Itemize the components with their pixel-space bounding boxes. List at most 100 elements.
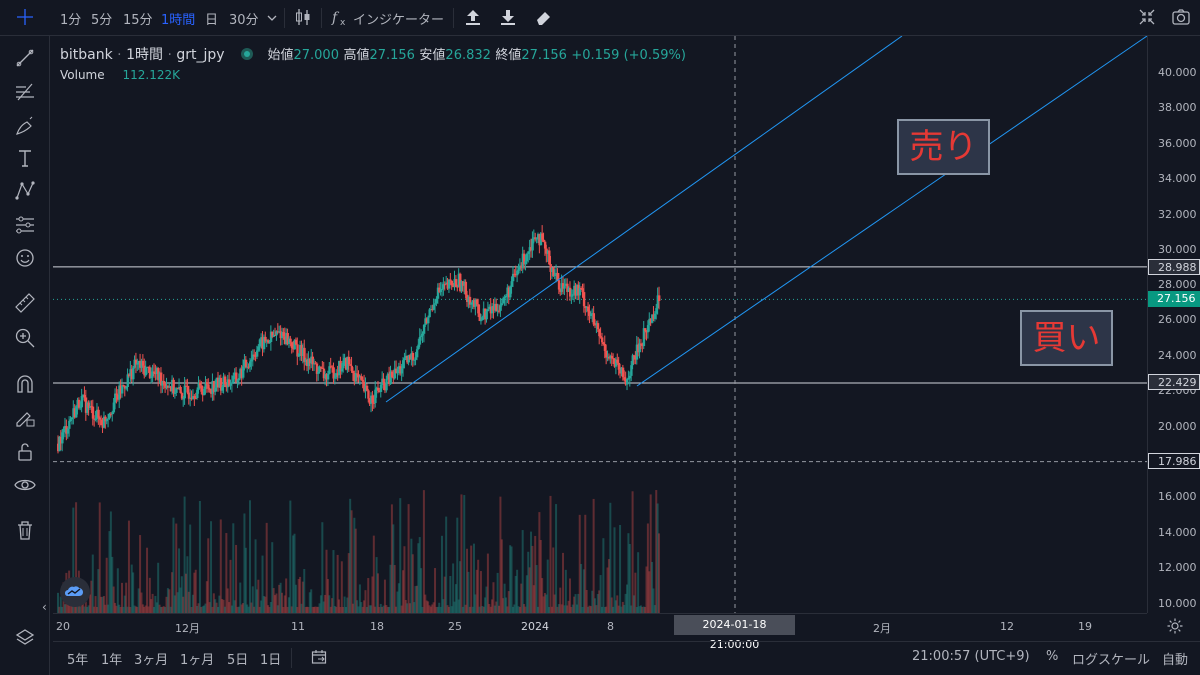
candle-body	[459, 273, 462, 291]
emoji-icon[interactable]	[13, 246, 37, 270]
volume-bar	[353, 517, 356, 613]
interval-1d[interactable]: 日	[205, 13, 219, 28]
upper-level-tag[interactable]: 28.988	[1148, 259, 1200, 275]
left-scroll-arrow[interactable]: ‹	[42, 600, 47, 614]
volume-bar	[517, 606, 520, 613]
candle-body	[518, 265, 522, 270]
eye-icon[interactable]	[13, 473, 37, 497]
ruler-icon[interactable]	[13, 291, 37, 315]
candle-body	[653, 313, 657, 319]
interval-15m[interactable]: 15分	[123, 13, 153, 28]
volume-bar	[190, 606, 193, 613]
percent-toggle[interactable]: %	[1046, 649, 1059, 664]
settings-gear-icon[interactable]	[1166, 617, 1184, 635]
range-5d[interactable]: 5日	[227, 653, 249, 668]
pattern-icon[interactable]	[13, 179, 37, 203]
brush-icon[interactable]	[13, 114, 37, 138]
candle-body	[161, 380, 164, 386]
zoom-icon[interactable]	[13, 326, 37, 350]
clock-timezone[interactable]: 21:00:57 (UTC+9)	[912, 649, 1030, 664]
range-1m[interactable]: 1ヶ月	[180, 653, 215, 668]
volume-bar	[88, 594, 91, 613]
interval-30m[interactable]: 30分	[229, 13, 259, 28]
candle-body	[201, 391, 205, 396]
layers-icon[interactable]	[13, 626, 37, 650]
tradingview-logo-button[interactable]	[60, 577, 90, 607]
eraser-icon[interactable]	[533, 6, 555, 28]
candle-body	[165, 385, 168, 388]
volume-bar	[386, 606, 389, 613]
lock-icon[interactable]	[13, 440, 37, 464]
text-icon[interactable]	[13, 146, 37, 170]
time-tick: 20	[56, 620, 70, 633]
candlestick-chart[interactable]	[53, 36, 1147, 613]
fullscreen-icon[interactable]	[1136, 6, 1158, 28]
interval-1m[interactable]: 1分	[60, 13, 82, 28]
price-axis[interactable]	[1147, 36, 1200, 613]
candle-body	[578, 288, 582, 296]
candle-body	[612, 358, 615, 360]
lower-level-tag[interactable]: 22.429	[1148, 374, 1200, 390]
candle-body	[534, 237, 537, 240]
interval-5m[interactable]: 5分	[91, 13, 113, 28]
upload-icon[interactable]	[462, 6, 484, 28]
range-1y[interactable]: 1年	[101, 653, 123, 668]
time-axis[interactable]	[53, 613, 1147, 641]
price-tick: 28.000	[1158, 278, 1197, 291]
time-tick: 12	[1000, 620, 1014, 633]
candle-body	[155, 368, 159, 375]
volume-bar	[392, 524, 395, 613]
volume-bar	[488, 603, 491, 613]
candle-body	[262, 336, 266, 350]
candle-style-icon[interactable]	[292, 6, 314, 28]
dashed-level-tag[interactable]: 17.986	[1148, 453, 1200, 469]
candle-body	[602, 342, 605, 345]
volume-bar	[123, 595, 126, 613]
volume-bar	[247, 606, 250, 613]
time-tick: 8	[607, 620, 614, 633]
candle-body	[376, 387, 380, 391]
crosshair-menu-icon[interactable]	[14, 6, 36, 28]
candle-body	[152, 371, 156, 373]
candle-body	[310, 356, 313, 364]
range-1d[interactable]: 1日	[260, 653, 282, 668]
candle-body	[200, 385, 203, 392]
volume-bar	[79, 606, 82, 613]
price-chart[interactable]	[53, 36, 1147, 613]
open-label: 始値	[267, 48, 294, 63]
candle-body	[427, 317, 430, 324]
candle-body	[585, 306, 589, 308]
sell-note[interactable]: 売り	[897, 119, 990, 175]
fib-icon[interactable]	[13, 80, 37, 104]
buy-note[interactable]: 買い	[1020, 310, 1113, 366]
price-tick: 38.000	[1158, 101, 1197, 114]
volume-bar	[485, 586, 488, 613]
lock-draw-icon[interactable]	[13, 405, 37, 429]
candle-body	[332, 367, 335, 379]
candle-body	[655, 308, 658, 314]
volume-bar	[144, 605, 147, 613]
trash-icon[interactable]	[13, 518, 37, 542]
indicators-button[interactable]: インジケーター	[353, 13, 445, 28]
prediction-icon[interactable]	[13, 213, 37, 237]
range-3m[interactable]: 3ヶ月	[134, 653, 169, 668]
magnet-icon[interactable]	[13, 372, 37, 396]
log-scale-toggle[interactable]: ログスケール	[1072, 653, 1151, 668]
candle-body	[411, 353, 415, 361]
volume-bar	[559, 587, 562, 613]
chevron-down-icon[interactable]	[264, 8, 280, 26]
goto-date-icon[interactable]	[310, 648, 328, 666]
download-icon[interactable]	[497, 6, 519, 28]
range-5y[interactable]: 5年	[67, 653, 89, 668]
interval-1h[interactable]: 1時間	[161, 13, 196, 28]
candle-body	[548, 250, 551, 265]
volume-bar	[279, 582, 282, 613]
camera-icon[interactable]	[1170, 6, 1192, 28]
auto-scale-toggle[interactable]: 自動	[1162, 653, 1189, 668]
candle-body	[498, 310, 501, 312]
candle-body	[216, 377, 220, 388]
candle-body	[180, 393, 184, 399]
trendline-icon[interactable]	[13, 46, 37, 70]
candle-body	[105, 418, 109, 422]
